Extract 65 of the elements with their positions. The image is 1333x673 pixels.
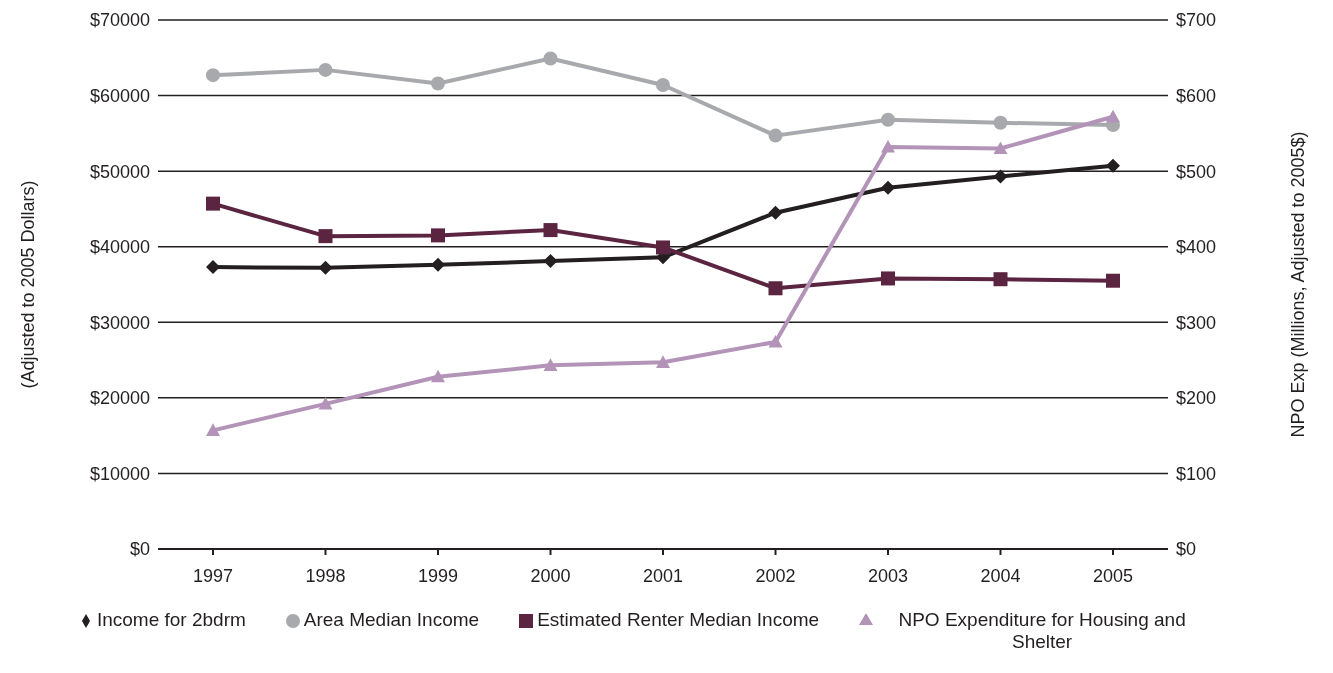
y-tick-label: $40000 (89, 237, 150, 258)
point (1106, 273, 1120, 288)
point (768, 334, 783, 348)
point (993, 141, 1008, 155)
point (656, 355, 670, 368)
y-tick-label: $20000 (89, 388, 150, 409)
x-tick-label: 1998 (305, 565, 346, 586)
y-tick-label: $70000 (89, 10, 150, 31)
point (1106, 109, 1120, 123)
x-tick-label: 2004 (980, 565, 1021, 586)
x-tick-label: 2005 (1092, 565, 1134, 586)
y2-tick-label: $400 (1176, 237, 1217, 258)
point (543, 358, 558, 371)
point (318, 396, 333, 410)
x-tick-label: 2000 (530, 565, 571, 586)
point (431, 257, 445, 272)
point (656, 240, 670, 255)
point (543, 254, 558, 269)
point (881, 271, 895, 286)
x-tick-label: 2001 (642, 565, 684, 586)
point (206, 423, 220, 436)
point (206, 260, 220, 275)
legend-label: Income for 2bdrm (96, 609, 246, 631)
x-tick-label: 2002 (755, 565, 796, 586)
y2-tick-label: $100 (1176, 463, 1217, 484)
point (543, 51, 558, 66)
point (993, 272, 1008, 287)
legend-label: Estimated Renter Median Income (537, 609, 820, 631)
point (881, 180, 895, 195)
point (318, 229, 333, 244)
y2-axis-title: NPO Exp (Millions, Adjusted to 2005$) (1288, 131, 1309, 438)
x-tick-label: 1997 (192, 565, 234, 586)
point (768, 205, 783, 220)
point (656, 77, 670, 92)
y-tick-label: $50000 (89, 161, 150, 182)
y-tick-label: $0 (129, 539, 150, 560)
point (993, 115, 1008, 130)
y2-tick-label: $300 (1176, 312, 1217, 333)
y-axis-title: (Adjusted to 2005 Dollars) (18, 180, 39, 389)
point (206, 196, 220, 211)
y2-tick-label: $600 (1176, 85, 1217, 106)
point (1106, 158, 1120, 173)
point (431, 228, 445, 243)
y2-tick-label: $0 (1176, 539, 1197, 560)
point (881, 112, 895, 127)
point (318, 260, 333, 275)
point (318, 62, 333, 77)
legend-label: NPO Expenditure for Housing and Shelter (897, 609, 1187, 653)
point (768, 128, 783, 143)
y-tick-label: $30000 (89, 312, 150, 333)
y2-tick-label: $700 (1176, 10, 1217, 31)
point (206, 68, 220, 83)
legend-label: Area Median Income (303, 609, 480, 631)
point (431, 369, 445, 383)
y-tick-label: $10000 (89, 463, 150, 484)
x-tick-label: 2003 (867, 565, 909, 586)
y2-tick-label: $200 (1176, 388, 1217, 409)
y2-tick-label: $500 (1176, 161, 1217, 182)
point (543, 223, 558, 238)
point (993, 169, 1008, 184)
y-tick-label: $60000 (89, 85, 150, 106)
x-tick-label: 1999 (417, 565, 459, 586)
point (881, 139, 895, 153)
point (431, 76, 445, 91)
point (768, 281, 783, 296)
